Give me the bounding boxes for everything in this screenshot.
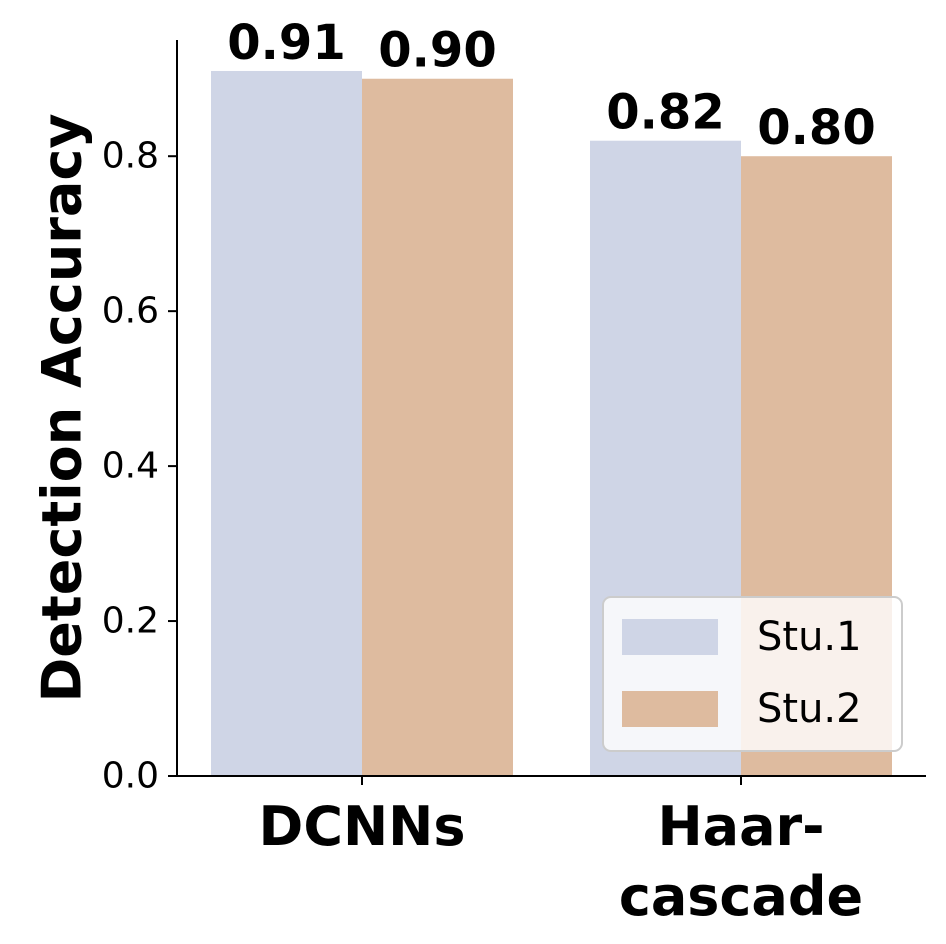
x-tick-label: DCNNs xyxy=(259,795,466,858)
y-tick-label: 0.0 xyxy=(102,756,159,797)
y-tick-label: 0.4 xyxy=(102,446,159,487)
x-ticks-group: DCNNs Haar-cascade xyxy=(259,776,863,928)
value-label: 0.90 xyxy=(378,23,496,79)
legend-swatch xyxy=(622,691,718,727)
x-tick-label: Haar-cascade xyxy=(619,795,863,928)
legend-label: Stu.1 xyxy=(757,614,862,660)
legend-label: Stu.2 xyxy=(757,686,862,732)
bar-stu1-0 xyxy=(211,70,362,776)
value-label: 0.82 xyxy=(606,85,724,141)
y-tick-label: 0.8 xyxy=(102,136,159,177)
y-ticks-group: 0.0 0.2 0.4 0.6 0.8 xyxy=(102,136,177,797)
bar-stu2-0 xyxy=(362,78,513,777)
value-label: 0.80 xyxy=(757,100,875,156)
value-label: 0.91 xyxy=(227,15,345,71)
y-tick-label: 0.2 xyxy=(102,601,159,642)
y-axis-label: Detection Accuracy xyxy=(31,113,94,702)
y-tick-label: 0.6 xyxy=(102,291,159,332)
legend: Stu.1 Stu.2 xyxy=(602,596,903,752)
legend-swatch xyxy=(622,619,718,655)
value-labels-group: 0.91 0.82 0.90 0.80 xyxy=(227,15,875,156)
axes-group xyxy=(176,40,926,777)
